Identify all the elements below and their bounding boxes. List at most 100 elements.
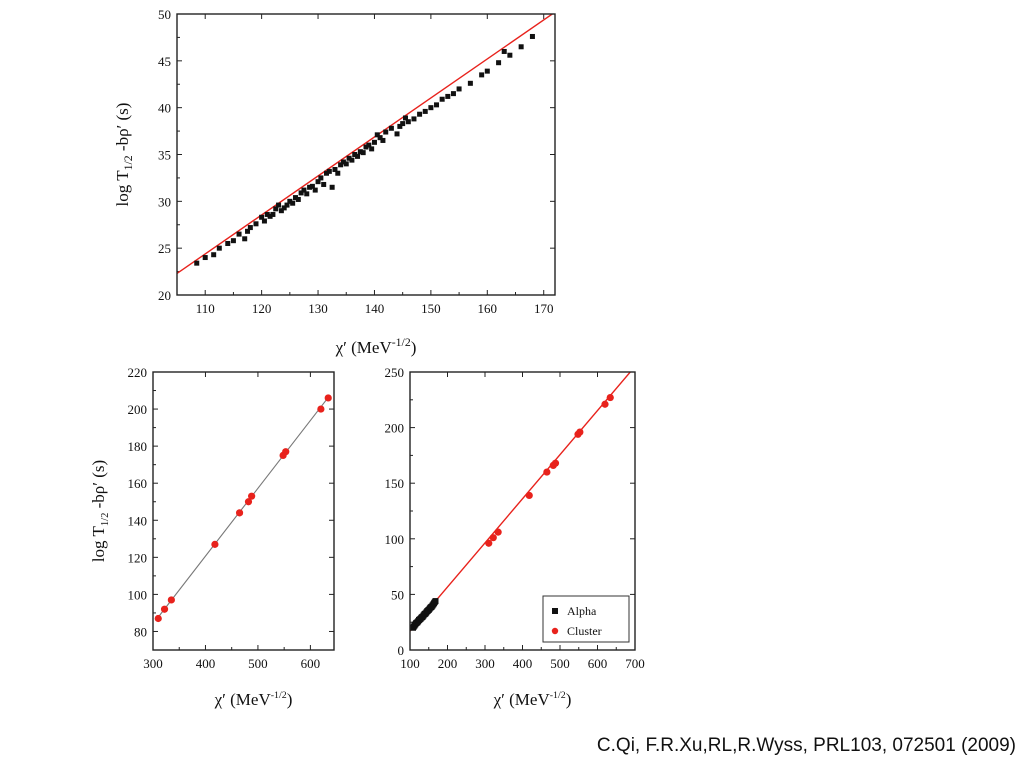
y-axis-label-text: log T1/2 -bρ′ (s) <box>113 103 135 207</box>
data-point <box>315 179 321 185</box>
data-point <box>267 213 273 219</box>
data-point <box>230 238 236 244</box>
y-tick-label: 50 <box>158 7 171 22</box>
data-point <box>242 236 248 242</box>
data-point <box>202 255 208 261</box>
y-axis-label-text: log T1/2 -bρ′ (s) <box>89 460 111 562</box>
x-tick-label: 500 <box>550 656 570 671</box>
data-point <box>236 231 242 237</box>
plot-frame <box>152 371 335 651</box>
y-tick-label: 35 <box>158 148 171 163</box>
x-tick-label: 400 <box>196 656 216 671</box>
data-point <box>400 121 406 127</box>
x-tick-label: 140 <box>365 301 385 316</box>
data-point <box>278 208 284 214</box>
x-tick-label: 130 <box>308 301 328 316</box>
y-tick-label: 50 <box>391 587 404 602</box>
data-point <box>366 142 372 148</box>
data-point <box>369 146 375 152</box>
data-point <box>259 214 265 220</box>
legend-label: Alpha <box>567 604 597 618</box>
y-tick-label: 120 <box>128 550 148 565</box>
data-point <box>253 221 259 227</box>
data-point <box>606 393 614 402</box>
x-axis-label: χ′ (MeV-1/2) <box>214 690 293 709</box>
data-point <box>507 52 513 58</box>
fit-line <box>410 372 632 632</box>
data-point <box>317 405 325 413</box>
data-point <box>422 108 428 114</box>
data-point <box>397 123 403 129</box>
x-tick-label: 110 <box>196 301 215 316</box>
data-point <box>601 400 609 408</box>
data-point <box>352 152 358 157</box>
data-point <box>298 190 304 196</box>
y-axis-label: log T1/2 -bρ′ (s) <box>89 460 111 562</box>
data-point <box>363 144 369 150</box>
data-point <box>261 218 267 224</box>
data-point <box>445 93 451 99</box>
y-tick-label: 200 <box>128 402 148 417</box>
x-tick-label: 150 <box>421 301 441 316</box>
y-tick-label: 200 <box>385 421 405 436</box>
x-tick-label: 600 <box>588 656 608 671</box>
data-point <box>543 468 551 476</box>
data-point <box>245 228 251 234</box>
data-point <box>287 198 293 204</box>
data-point <box>377 135 383 141</box>
legend-marker-alpha <box>552 608 558 614</box>
data-point <box>248 492 256 500</box>
x-tick-label: 700 <box>625 656 645 671</box>
legend-box <box>542 595 630 643</box>
data-point <box>485 539 493 547</box>
legend-label: Cluster <box>567 624 602 638</box>
data-point <box>346 155 352 161</box>
y-tick-label: 100 <box>128 587 148 602</box>
data-point <box>329 184 335 190</box>
fit-line <box>177 14 554 275</box>
fit-line <box>156 395 330 619</box>
y-tick-label: 40 <box>158 101 171 116</box>
data-point <box>394 131 400 137</box>
data-point <box>467 80 473 86</box>
plot-area <box>410 372 632 632</box>
data-point <box>276 202 282 208</box>
data-point <box>484 68 490 74</box>
y-tick-label: 20 <box>158 288 171 303</box>
data-point <box>388 125 394 131</box>
plot-area <box>177 14 554 275</box>
data-point <box>489 534 497 542</box>
data-point <box>194 260 200 266</box>
data-point <box>338 162 344 168</box>
data-point <box>428 105 434 111</box>
x-tick-label: 200 <box>438 656 458 671</box>
x-tick-label: 100 <box>400 656 420 671</box>
data-point <box>383 129 389 135</box>
data-point <box>374 132 380 138</box>
x-tick-label: 300 <box>475 656 495 671</box>
data-point <box>417 111 423 117</box>
data-point <box>439 96 445 102</box>
data-point <box>343 161 349 167</box>
data-point <box>326 168 332 174</box>
x-tick-label: 400 <box>513 656 533 671</box>
y-tick-label: 180 <box>128 439 148 454</box>
data-point <box>529 33 535 39</box>
y-tick-label: 45 <box>158 54 171 69</box>
data-point <box>216 245 222 251</box>
x-axis-label: χ′ (MeV-1/2) <box>493 690 572 709</box>
data-point <box>355 153 361 159</box>
data-point <box>405 119 411 125</box>
data-point <box>312 187 318 193</box>
data-point <box>371 139 377 145</box>
data-point <box>301 187 307 193</box>
y-tick-label: 250 <box>385 365 405 380</box>
y-tick-label: 30 <box>158 194 171 209</box>
data-point <box>307 184 313 190</box>
data-point <box>225 240 231 246</box>
bottom-right-scatter-chart: 100 200 300 400 500 600 700 0 50 100 150 200 250 χ′ (… <box>385 365 645 709</box>
top-scatter-chart: 110 120 130 140 150 160 170 20 25 30 35 40 45 50 χ′ (M… <box>113 7 556 357</box>
data-point <box>324 394 332 402</box>
data-point <box>290 200 296 206</box>
data-point <box>456 86 462 92</box>
